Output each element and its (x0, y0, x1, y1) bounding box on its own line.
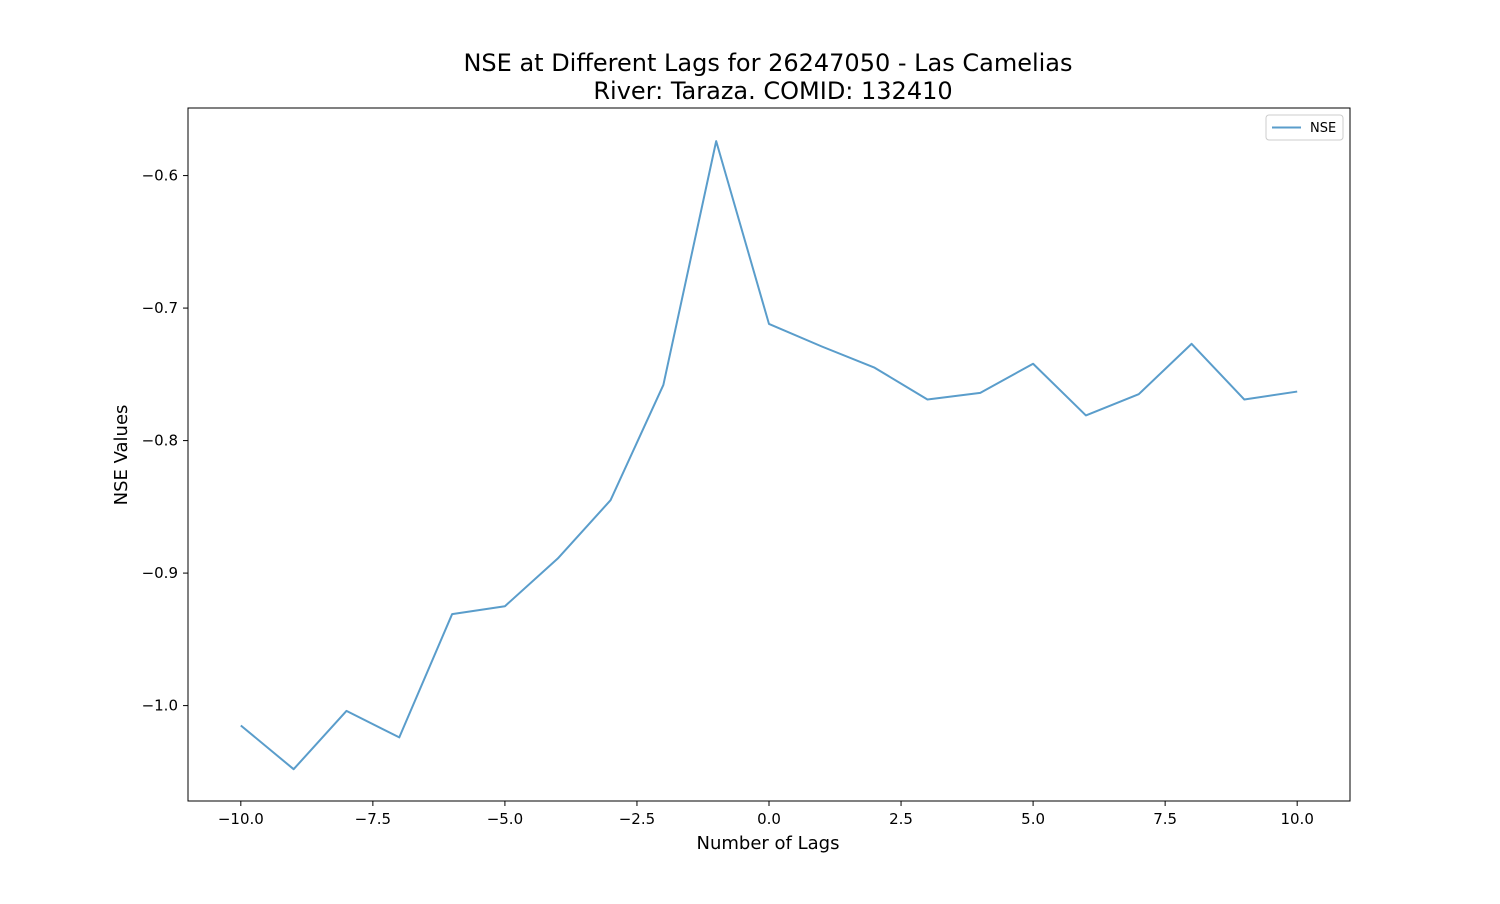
legend-label-nse: NSE (1310, 121, 1336, 136)
y-tick-label: −0.8 (142, 432, 178, 450)
x-tick-label: −7.5 (355, 810, 391, 828)
x-axis-label: Number of Lags (697, 833, 840, 854)
x-tick-label: 10.0 (1280, 810, 1313, 828)
x-tick-label: 2.5 (889, 810, 913, 828)
y-tick-label: −0.7 (142, 299, 178, 317)
chart-title: NSE at Different Lags for 26247050 - Las… (463, 49, 1072, 77)
plot-area (187, 107, 1351, 802)
y-axis-label: NSE Values (111, 405, 132, 506)
y-tick-label: −0.9 (142, 564, 178, 582)
x-tick-label: 0.0 (757, 810, 781, 828)
y-axis-ticks: −1.0 −0.9 −0.8 −0.7 −0.6 (142, 167, 188, 715)
legend-box (1265, 114, 1344, 141)
plot-background (188, 108, 1350, 801)
x-tick-label: 7.5 (1153, 810, 1177, 828)
y-tick-label: −0.6 (142, 167, 178, 185)
series-line-nse (240, 140, 1298, 771)
chart-subtitle: River: Taraza. COMID: 132410 (593, 77, 952, 105)
legend: NSE (1265, 114, 1344, 141)
x-axis-ticks: −10.0 −7.5 −5.0 −2.5 0.0 2.5 5.0 7.5 10.0 (218, 801, 1314, 828)
x-tick-label: 5.0 (1021, 810, 1045, 828)
x-tick-label: −10.0 (218, 810, 264, 828)
y-tick-label: −1.0 (142, 697, 178, 715)
x-tick-label: −5.0 (487, 810, 523, 828)
x-tick-label: −2.5 (619, 810, 655, 828)
